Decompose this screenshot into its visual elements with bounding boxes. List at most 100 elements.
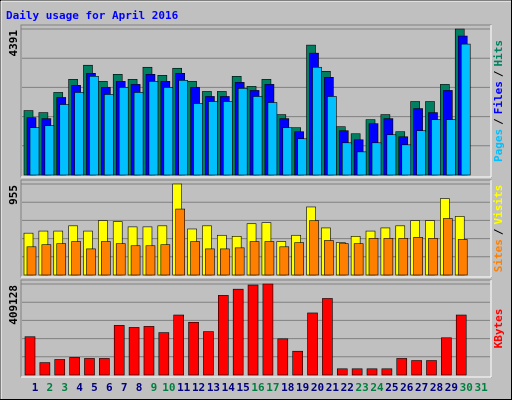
x-tick-label: 30 <box>460 381 473 394</box>
x-tick-label: 12 <box>192 381 205 394</box>
legend-separator: / <box>492 118 505 125</box>
x-tick-label: 27 <box>415 381 428 394</box>
bar <box>205 248 215 276</box>
bar <box>411 360 422 376</box>
bar <box>193 103 203 176</box>
bar <box>69 357 80 376</box>
bar <box>218 295 229 376</box>
x-tick-label: 1 <box>32 381 39 394</box>
bar <box>99 358 110 376</box>
x-tick-label: 10 <box>162 381 175 394</box>
bar <box>309 220 319 276</box>
bar <box>71 241 81 276</box>
bar <box>56 243 67 276</box>
bar <box>441 337 452 376</box>
x-tick-label: 4 <box>76 381 83 394</box>
bar <box>128 327 140 376</box>
legend-separator: / <box>492 228 505 235</box>
bar <box>115 243 126 276</box>
bar <box>282 127 293 176</box>
bar <box>26 246 37 276</box>
y-tick-label: 4391 <box>7 30 20 57</box>
bar <box>24 336 36 376</box>
bar <box>371 142 382 176</box>
x-tick-label: 16 <box>251 381 265 394</box>
bar <box>249 241 260 276</box>
bar <box>223 101 233 176</box>
bar <box>416 130 426 176</box>
bar <box>104 94 114 176</box>
bar <box>160 244 171 276</box>
bar <box>190 241 200 276</box>
bar <box>54 359 66 376</box>
bar <box>133 92 144 176</box>
bar <box>356 151 367 176</box>
bar <box>368 238 379 276</box>
bar <box>413 237 423 276</box>
bar <box>312 66 322 176</box>
x-tick-label: 22 <box>341 381 354 394</box>
bar <box>86 248 96 276</box>
bar <box>89 76 99 176</box>
bar <box>203 331 214 376</box>
x-tick-label: 15 <box>237 381 250 394</box>
bar <box>277 338 289 376</box>
bar <box>267 102 278 176</box>
bar <box>74 92 84 176</box>
bar <box>29 127 40 176</box>
bar <box>220 248 230 276</box>
bar <box>130 245 141 276</box>
x-tick-label: 9 <box>151 381 158 394</box>
bar <box>383 238 394 276</box>
bar <box>401 144 412 176</box>
x-tick-label: 2 <box>47 381 54 394</box>
x-tick-label: 28 <box>430 381 443 394</box>
x-tick-label: 14 <box>222 381 236 394</box>
x-tick-label: 7 <box>121 381 128 394</box>
x-tick-label: 5 <box>91 381 98 394</box>
x-tick-label: 19 <box>296 381 309 394</box>
bar <box>188 321 199 376</box>
bar <box>113 325 125 376</box>
x-tick-label: 3 <box>61 381 68 394</box>
bar <box>292 350 303 376</box>
bar <box>232 288 244 376</box>
x-tick-label: 31 <box>474 381 488 394</box>
legend-entry: KBytes <box>492 309 505 349</box>
x-tick-label: 21 <box>326 381 340 394</box>
legend-entry: Pages <box>492 129 505 162</box>
bar <box>101 241 111 276</box>
x-tick-label: 20 <box>311 381 324 394</box>
bar <box>59 104 70 176</box>
legend-entry: Sites <box>492 239 505 272</box>
bar <box>237 88 248 176</box>
bar <box>84 358 95 376</box>
bar <box>327 96 337 176</box>
bar <box>297 138 307 176</box>
y-tick-label: 955 <box>7 185 20 205</box>
x-tick-label: 17 <box>266 381 279 394</box>
bar <box>381 368 393 376</box>
y-tick-label: 409128 <box>7 285 20 325</box>
bar <box>443 218 453 276</box>
bar <box>178 80 188 176</box>
bar <box>341 142 352 176</box>
bar <box>175 208 185 276</box>
legend-entry: Visits <box>492 185 505 225</box>
x-tick-label: 11 <box>177 381 191 394</box>
bar <box>351 368 363 376</box>
bar <box>148 81 159 176</box>
bar <box>426 360 437 376</box>
bar <box>324 240 334 276</box>
bar <box>460 43 471 176</box>
bar <box>247 284 259 376</box>
bar <box>264 241 275 276</box>
bar <box>366 368 378 376</box>
bar <box>252 96 263 176</box>
bar <box>145 245 156 276</box>
bar <box>336 368 348 376</box>
x-tick-label: 23 <box>356 381 369 394</box>
bar <box>457 239 468 276</box>
bar <box>262 283 274 376</box>
